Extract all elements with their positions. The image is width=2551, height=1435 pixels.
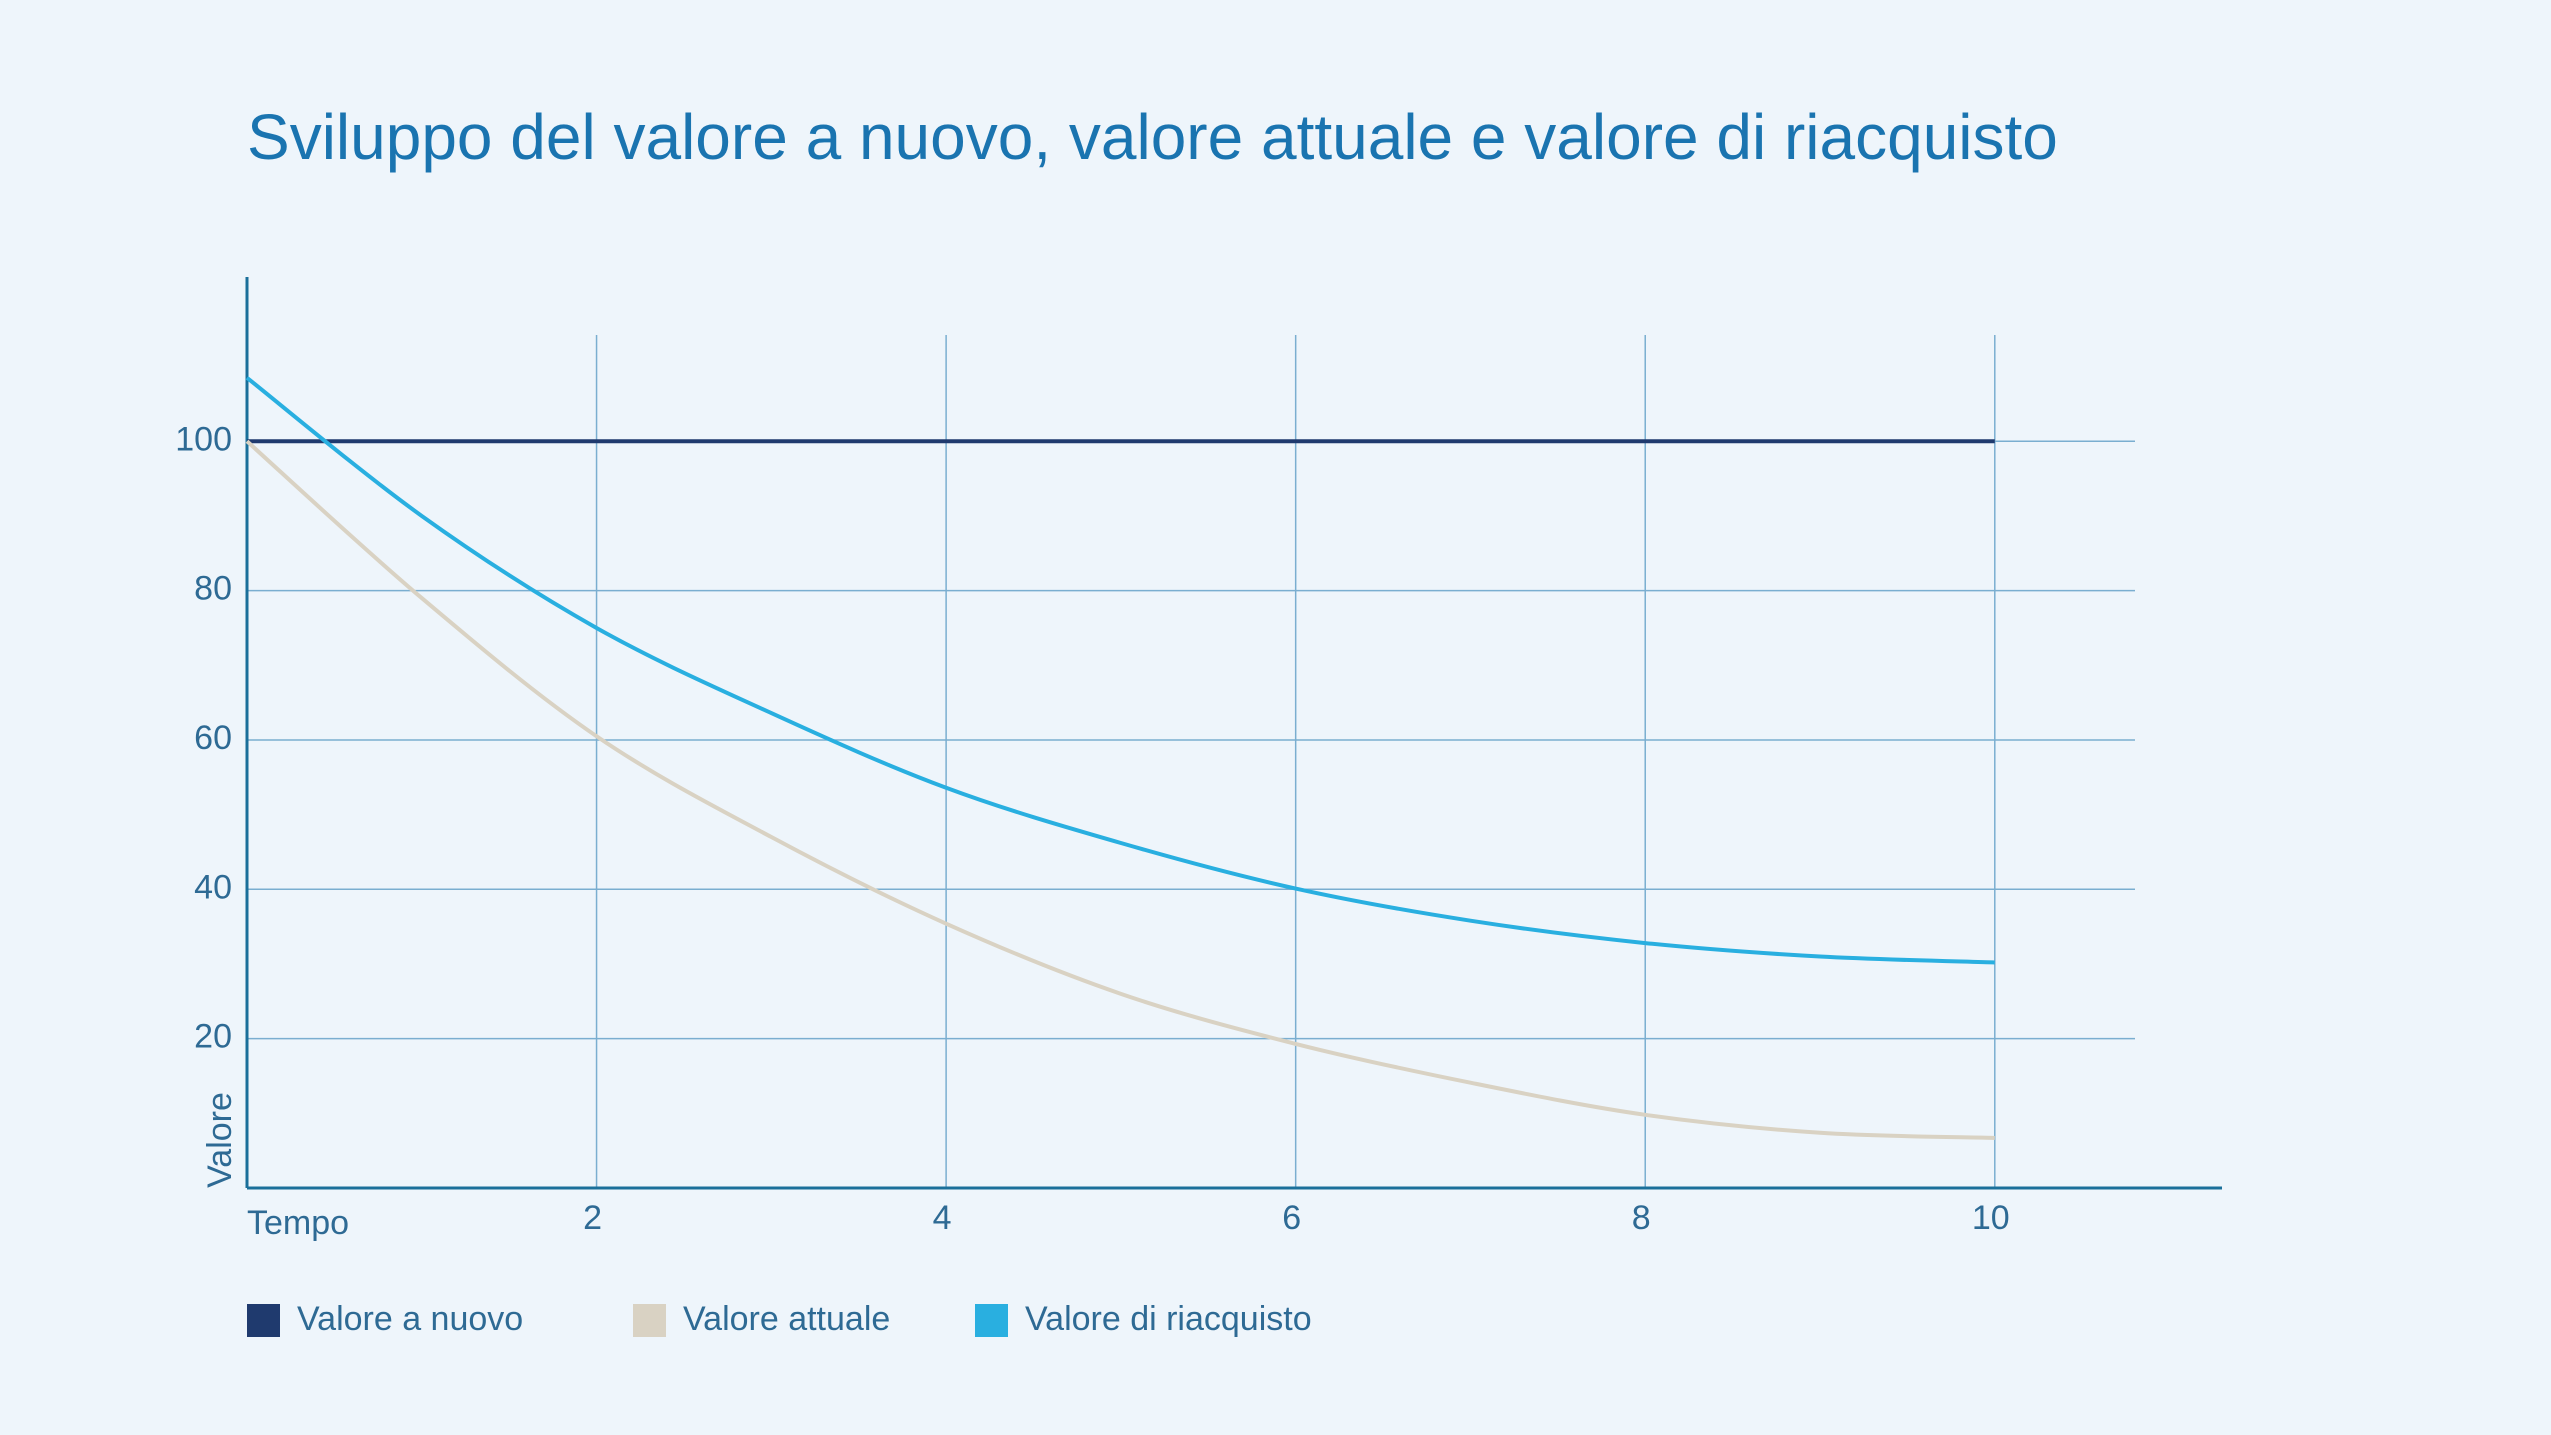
chart-title: Sviluppo del valore a nuovo, valore attu… bbox=[247, 101, 2058, 173]
x-axis-label: Tempo bbox=[247, 1204, 349, 1242]
x-tick-label: 2 bbox=[583, 1199, 602, 1237]
y-tick-label: 40 bbox=[194, 868, 232, 906]
data-line bbox=[245, 376, 1995, 965]
legend-swatch bbox=[975, 1304, 1008, 1337]
y-tick-label: 80 bbox=[194, 570, 232, 608]
y-tick-label: 20 bbox=[194, 1018, 232, 1056]
x-tick-label: 8 bbox=[1632, 1199, 1651, 1237]
y-axis-label: Valore bbox=[201, 1092, 239, 1188]
y-tick-label: 60 bbox=[194, 719, 232, 757]
legend-label: Valore di riacquisto bbox=[1025, 1300, 1312, 1338]
legend-label: Valore a nuovo bbox=[297, 1300, 523, 1338]
legend-swatch bbox=[247, 1304, 280, 1337]
legend-swatch bbox=[633, 1304, 666, 1337]
y-tick-label: 100 bbox=[175, 420, 232, 458]
x-tick-label: 4 bbox=[933, 1199, 952, 1237]
x-tick-label: 6 bbox=[1282, 1199, 1301, 1237]
data-line bbox=[245, 439, 1995, 1140]
x-tick-label: 10 bbox=[1972, 1199, 2010, 1237]
legend-label: Valore attuale bbox=[683, 1300, 890, 1338]
